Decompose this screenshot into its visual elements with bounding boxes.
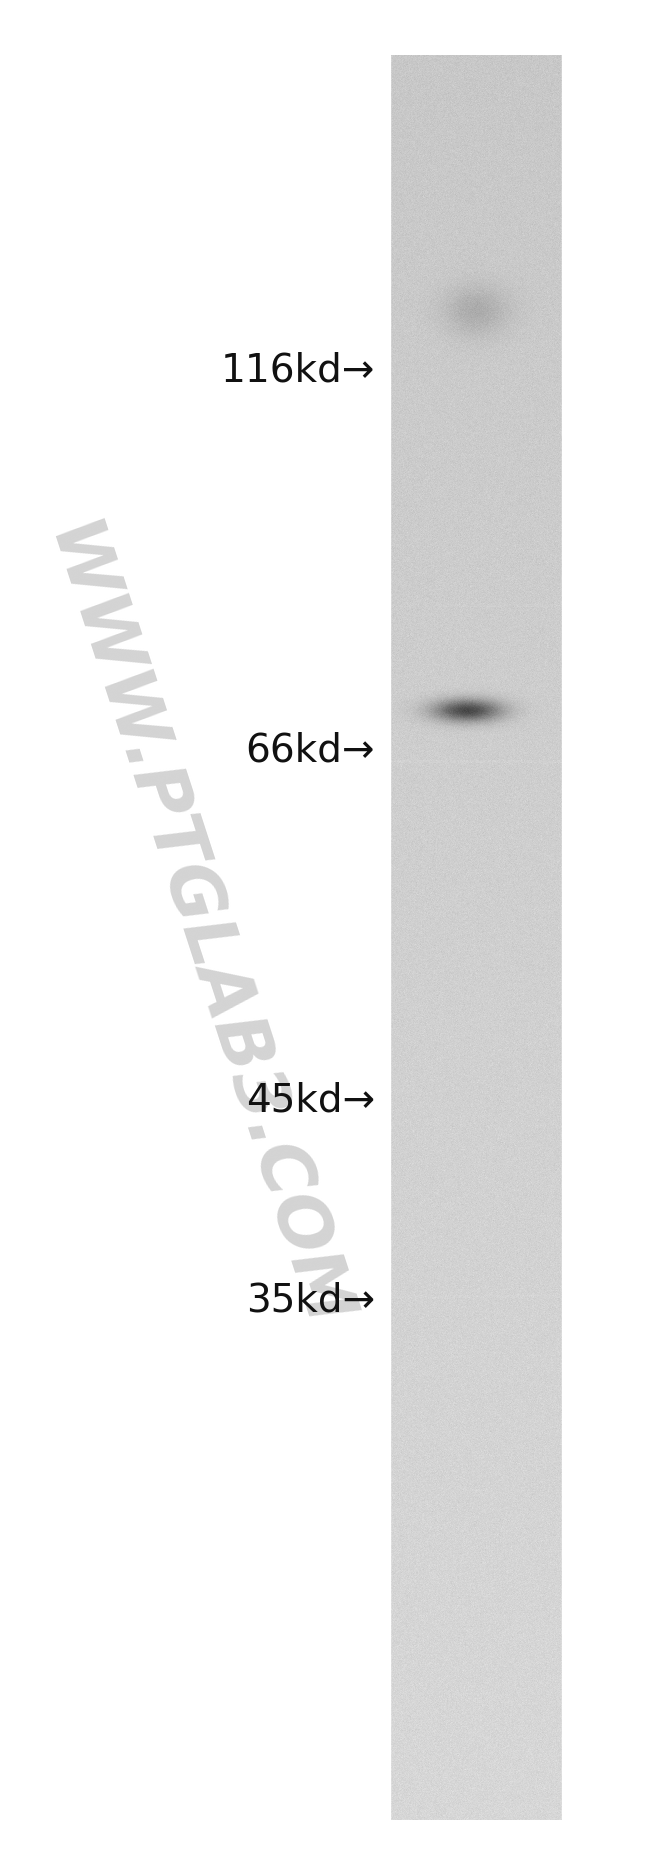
- Bar: [0, 0, 390, 1855]
- Text: 45kd→: 45kd→: [246, 1081, 375, 1119]
- Text: WWW.PTGLAB3.COM: WWW.PTGLAB3.COM: [32, 516, 358, 1339]
- Text: 66kd→: 66kd→: [246, 731, 375, 770]
- Bar: [562, 0, 650, 1855]
- Text: 35kd→: 35kd→: [246, 1282, 375, 1319]
- Text: 116kd→: 116kd→: [220, 351, 375, 390]
